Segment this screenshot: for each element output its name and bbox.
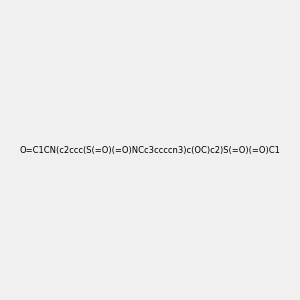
Text: O=C1CN(c2ccc(S(=O)(=O)NCc3ccccn3)c(OC)c2)S(=O)(=O)C1: O=C1CN(c2ccc(S(=O)(=O)NCc3ccccn3)c(OC)c2… — [20, 146, 281, 154]
